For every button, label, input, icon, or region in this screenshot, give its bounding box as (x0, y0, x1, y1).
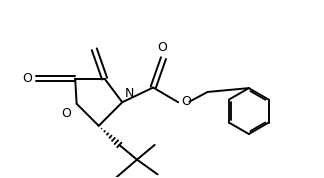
Text: N: N (125, 87, 134, 100)
Text: O: O (62, 107, 71, 120)
Text: O: O (157, 41, 167, 54)
Text: O: O (23, 72, 32, 85)
Text: O: O (181, 95, 191, 108)
